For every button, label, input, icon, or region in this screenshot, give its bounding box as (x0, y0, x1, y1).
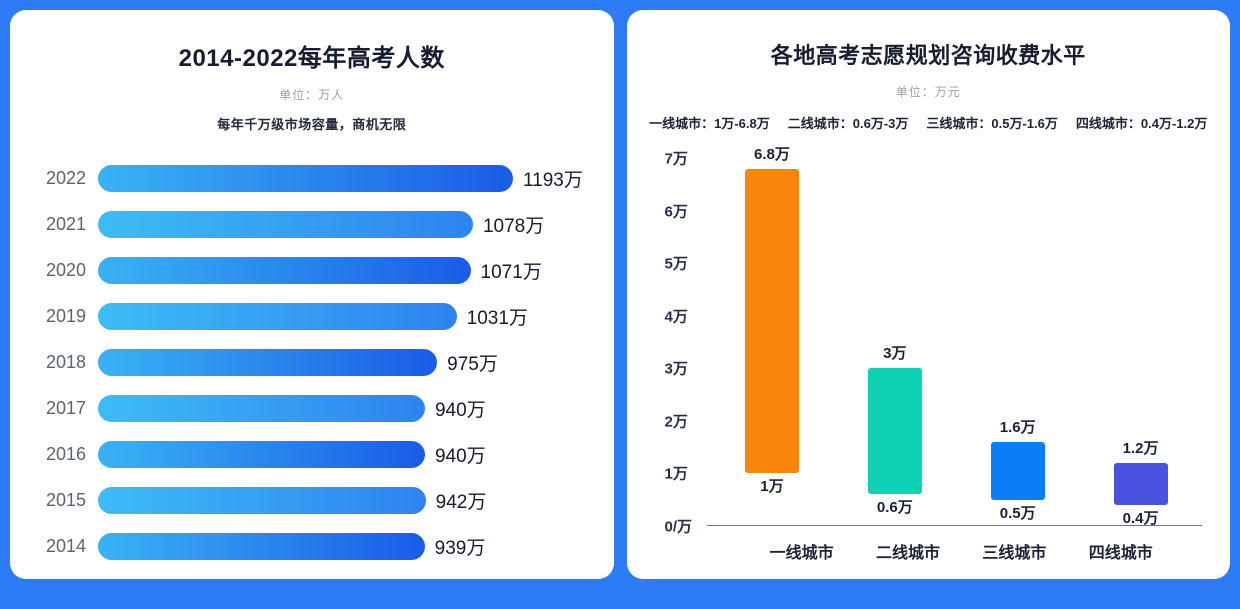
bar-row: 2019 1031万 (46, 293, 604, 339)
gaokao-bar (98, 394, 425, 422)
legend-item: 二线城市：0.6万-3万 (787, 116, 909, 131)
low-value-label: 1万 (760, 478, 784, 496)
x-category-label: 三线城市 (982, 545, 1047, 562)
bar-value-label: 1193万 (523, 169, 583, 191)
range-bar (1113, 462, 1168, 505)
year-label: 2020 (46, 259, 87, 280)
left-chart-subtitle: 每年千万级市场容量，商机无限 (217, 117, 407, 132)
bar-row: 2016 940万 (46, 431, 604, 477)
x-axis-labels: 一线城市 二线城市 三线城市 四线城市 (749, 539, 1175, 563)
y-tick-label: 6万 (664, 203, 688, 221)
year-label: 2017 (46, 397, 87, 418)
bar-column: 1.2万 0.4万 (1079, 158, 1202, 527)
bar-value-label: 939万 (434, 537, 486, 559)
gaokao-bar (98, 256, 471, 284)
range-bar (744, 168, 799, 474)
x-category-label: 四线城市 (1088, 545, 1153, 562)
bar-value-label: 940万 (434, 445, 486, 467)
range-bar (867, 368, 922, 495)
page: 2014-2022每年高考人数 单位：万人 每年千万级市场容量，商机无限 202… (10, 10, 1231, 579)
bar-row: 2015 942万 (46, 477, 604, 523)
gaokao-bar (98, 348, 438, 376)
legend-item: 一线城市：1万-6.8万 (649, 116, 770, 131)
bar-value-label: 1071万 (480, 261, 542, 283)
right-chart-card: 各地高考志愿规划咨询收费水平 单位：万元 一线城市：1万-6.8万 二线城市：0… (626, 10, 1231, 579)
low-value-label: 0.5万 (999, 504, 1036, 522)
left-unit-label: 单位：万人 (279, 88, 345, 102)
low-value-label: 0.4万 (1122, 509, 1159, 527)
year-label: 2016 (46, 443, 87, 464)
bar-value-label: 1031万 (466, 307, 528, 329)
legend: 一线城市：1万-6.8万 二线城市：0.6万-3万 三线城市：0.5万-1.6万… (627, 113, 1231, 132)
y-tick-label: 7万 (664, 150, 688, 168)
year-label: 2015 (46, 489, 87, 510)
high-value-label: 3万 (883, 345, 907, 363)
low-value-label: 0.6万 (876, 499, 913, 517)
y-tick-label: 3万 (664, 360, 688, 378)
bar-value-label: 1078万 (482, 215, 545, 237)
gaokao-bar (98, 440, 425, 468)
high-value-label: 1.2万 (1122, 439, 1159, 457)
x-category-label: 一线城市 (769, 545, 834, 562)
bar-row: 2018 975万 (46, 339, 604, 385)
year-label: 2014 (46, 535, 87, 556)
y-tick-label: 4万 (664, 308, 688, 326)
left-chart-card: 2014-2022每年高考人数 单位：万人 每年千万级市场容量，商机无限 202… (10, 10, 614, 579)
year-label: 2018 (46, 351, 87, 372)
gaokao-bar (98, 532, 425, 560)
bar-value-label: 940万 (434, 399, 486, 421)
bar-row: 2017 940万 (46, 385, 604, 431)
bar-column: 6.8万 1万 (711, 146, 834, 526)
high-value-label: 6.8万 (754, 145, 790, 163)
bar-column: 1.6万 0.5万 (956, 158, 1079, 526)
bar-row: 2014 939万 (46, 523, 604, 569)
right-plot: 7万 6万 5万 4万 3万 2万 1万 0/万 6.8万 1万 3万 0.6万 1.6万 0.5万 1.… (664, 146, 1202, 563)
bar-value-label: 942万 (435, 491, 487, 513)
year-label: 2021 (46, 213, 87, 234)
range-bar (990, 441, 1045, 500)
left-bar-rows: 2022 1193万 2021 1078万 2020 1071万 2019 1031万 2018… (46, 155, 604, 569)
gaokao-bar (98, 210, 473, 238)
bar-row: 2020 1071万 (46, 247, 604, 293)
bar-row: 2022 1193万 (46, 155, 604, 201)
year-label: 2022 (46, 167, 87, 188)
bar-row: 2021 1078万 (46, 201, 604, 247)
legend-item: 四线城市：0.4万-1.2万 (1075, 116, 1208, 131)
gaokao-bar (98, 164, 513, 192)
y-axis: 7万 6万 5万 4万 3万 2万 1万 0/万 (664, 151, 711, 536)
legend-item: 三线城市：0.5万-1.6万 (926, 116, 1058, 131)
right-chart-title: 各地高考志愿规划咨询收费水平 (770, 43, 1086, 68)
gaokao-bar (98, 486, 426, 514)
plot-area: 6.8万 1万 3万 0.6万 1.6万 0.5万 1.2万 0.4万 (706, 146, 1202, 527)
gaokao-bar (98, 302, 457, 330)
year-label: 2019 (46, 305, 87, 326)
y-tick-label: 2万 (664, 413, 688, 431)
x-axis-line (706, 524, 1202, 526)
right-unit-label: 单位：万元 (895, 85, 961, 99)
y-tick-label: 5万 (664, 255, 688, 273)
high-value-label: 1.6万 (999, 418, 1036, 436)
x-category-label: 二线城市 (876, 545, 941, 562)
y-tick-label: 1万 (664, 465, 688, 483)
y-tick-label: 0/万 (664, 518, 693, 536)
bar-value-label: 975万 (447, 353, 498, 375)
bar-column: 3万 0.6万 (833, 158, 956, 526)
left-chart-title: 2014-2022每年高考人数 (178, 45, 445, 72)
